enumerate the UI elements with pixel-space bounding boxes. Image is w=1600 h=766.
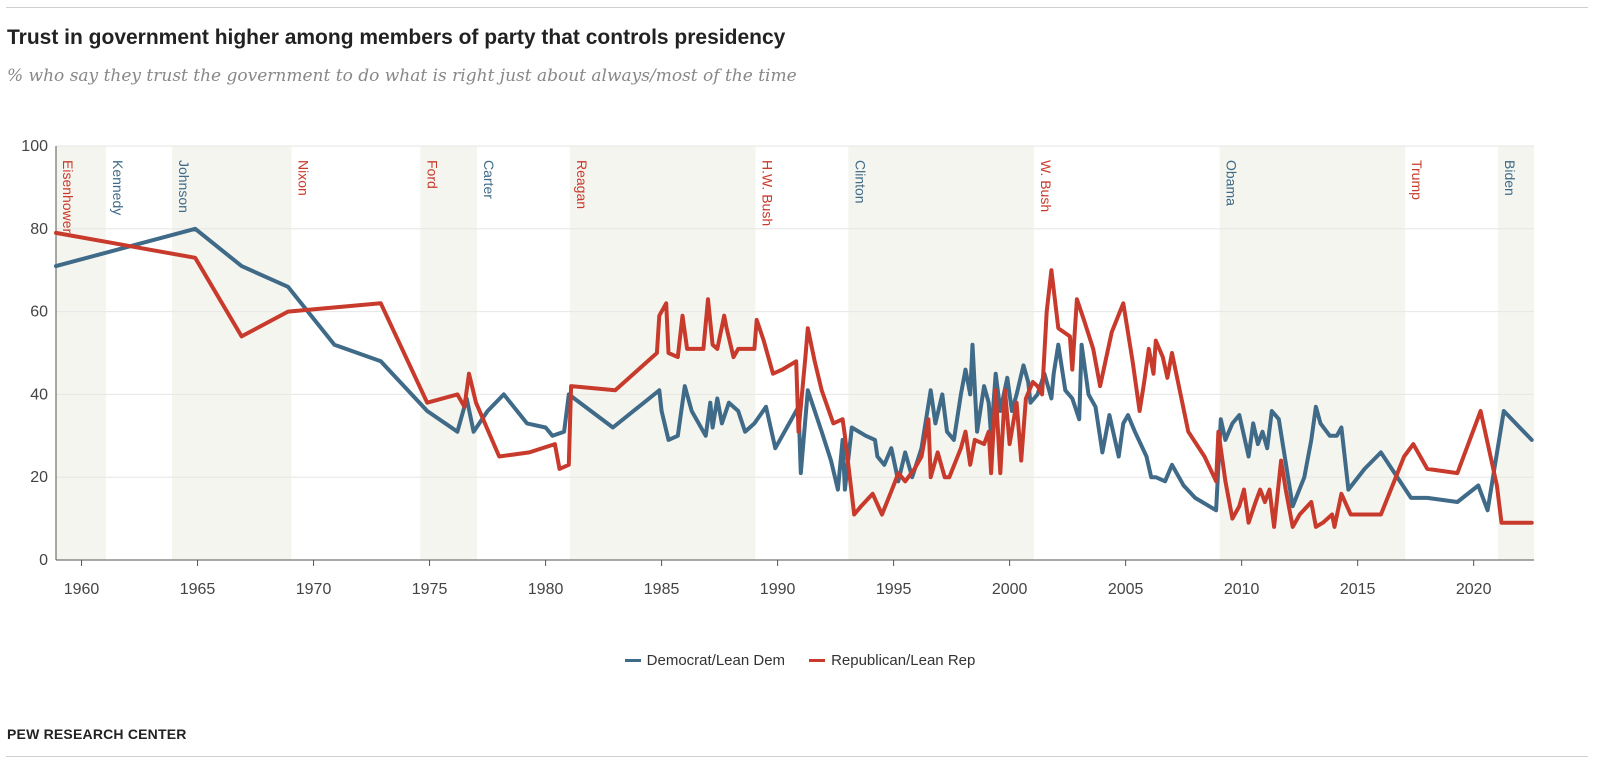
president-label-johnson: Johnson [176, 160, 192, 213]
legend-swatch-rep [809, 659, 826, 662]
bottom-rule [6, 756, 1588, 757]
series-line-republican [54, 230, 1534, 529]
president-label-clinton: Clinton [852, 160, 868, 204]
president-label-biden: Biden [1502, 160, 1518, 196]
y-tick-label-60: 60 [30, 304, 48, 321]
president-label-h-w-bush: H.W. Bush [760, 160, 776, 226]
y-tick-label-40: 40 [30, 386, 48, 403]
x-tick-label-1960: 1960 [64, 581, 100, 598]
series-lines [54, 226, 1534, 529]
chart-title: Trust in government higher among members… [7, 26, 786, 49]
president-label-reagan: Reagan [574, 160, 590, 209]
legend-label-dem: Democrat/Lean Dem [646, 652, 786, 669]
president-label-w-bush: W. Bush [1038, 160, 1054, 212]
x-tick-label-2020: 2020 [1456, 581, 1492, 598]
chart-subtitle: % who say they trust the government to d… [7, 66, 797, 86]
legend-label-rep: Republican/Lean Rep [831, 652, 976, 669]
president-label-obama: Obama [1224, 160, 1240, 206]
president-label-nixon: Nixon [296, 160, 312, 196]
source-label: PEW RESEARCH CENTER [7, 726, 187, 742]
band-ford [420, 146, 478, 560]
x-tick-label-2015: 2015 [1340, 581, 1376, 598]
band-eisenhower [56, 146, 106, 560]
x-tick-label-1965: 1965 [180, 581, 216, 598]
presidency-bands [56, 146, 1534, 560]
x-tick-label-1985: 1985 [644, 581, 680, 598]
x-tick-label-1995: 1995 [876, 581, 912, 598]
band-biden [1498, 146, 1534, 560]
president-label-kennedy: Kennedy [110, 160, 126, 215]
president-label-carter: Carter [481, 160, 497, 199]
x-tick-label-2010: 2010 [1224, 581, 1260, 598]
y-tick-label-80: 80 [30, 221, 48, 238]
band-reagan [569, 146, 756, 560]
x-tick-label-1990: 1990 [760, 581, 796, 598]
legend-item-dem[interactable]: Democrat/Lean Dem [624, 652, 786, 669]
x-tick-label-1975: 1975 [412, 581, 448, 598]
top-rule [6, 7, 1588, 8]
president-label-eisenhower: Eisenhower [60, 160, 76, 233]
x-tick-label-1980: 1980 [528, 581, 564, 598]
president-label-ford: Ford [424, 160, 440, 189]
y-tick-label-20: 20 [30, 469, 48, 486]
band-johnson [172, 146, 292, 560]
x-tick-label-1970: 1970 [296, 581, 332, 598]
legend: Democrat/Lean Dem Republican/Lean Rep [0, 652, 1600, 669]
y-tick-label-0: 0 [39, 552, 48, 569]
band-clinton [848, 146, 1034, 560]
presidency-labels: Eisenhower Kennedy Johnson Nixon Ford Carter R… [60, 160, 1518, 233]
line-chart: 0 20 40 60 80 100 1960 1965 1970 1975 1980 1985 1990… [21, 138, 1534, 598]
axes: 0 20 40 60 80 100 1960 1965 1970 1975 1980 1985 1990… [21, 138, 1534, 598]
x-tick-label-2000: 2000 [992, 581, 1028, 598]
band-obama [1219, 146, 1406, 560]
president-label-trump: Trump [1409, 160, 1425, 200]
x-tick-label-2005: 2005 [1108, 581, 1144, 598]
series-line-democrat [54, 226, 1534, 513]
legend-swatch-dem [624, 659, 641, 662]
legend-item-rep[interactable]: Republican/Lean Rep [809, 652, 975, 669]
y-tick-label-100: 100 [21, 138, 48, 155]
